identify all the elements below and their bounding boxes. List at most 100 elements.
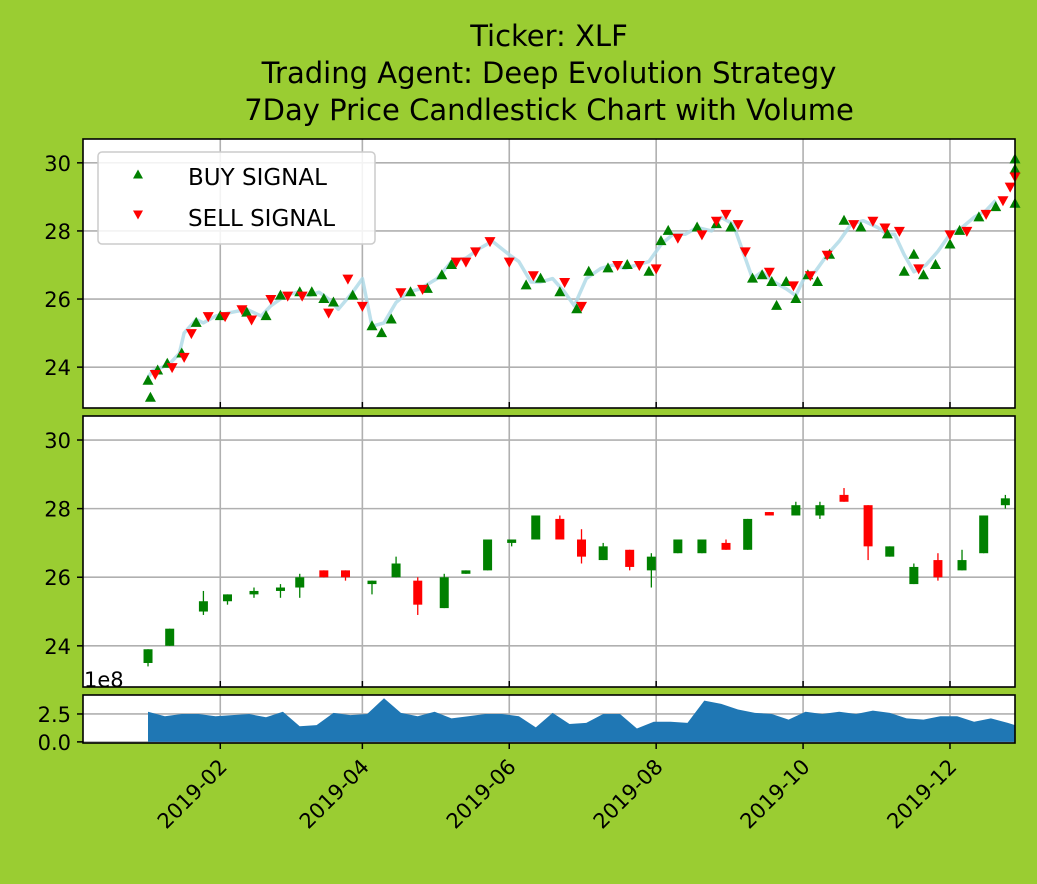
legend-box — [97, 151, 376, 245]
volume-area — [148, 698, 1015, 742]
candle-body — [507, 539, 517, 543]
sell-signal-marker — [848, 220, 860, 231]
sig-y-tick-label: 30 — [44, 152, 71, 176]
sell-signal-marker — [961, 226, 973, 237]
candle-body — [885, 546, 895, 557]
candle-body — [863, 505, 873, 547]
candle-body — [697, 539, 707, 554]
sell-signal-marker — [296, 291, 308, 302]
buy-signal-marker — [908, 248, 920, 259]
buy-signal-marker — [790, 293, 802, 304]
sig-y-tick-label: 24 — [44, 356, 71, 380]
sell-signal-marker — [342, 274, 354, 285]
vol-y-tick-label: 0.0 — [38, 731, 71, 755]
candle-body — [957, 560, 967, 571]
sell-signal-marker — [739, 247, 751, 258]
buy-signal-marker — [385, 313, 397, 324]
buy-signal-marker — [144, 391, 156, 402]
sell-signal-marker — [503, 257, 515, 268]
buy-signal-marker — [838, 214, 850, 225]
sell-signal-marker — [576, 301, 588, 312]
candle-body — [165, 628, 175, 646]
buy-signal-marker — [881, 228, 893, 239]
buy-signal-marker — [621, 258, 633, 269]
chart-title-line-3: 7Day Price Candlestick Chart with Volume — [244, 93, 854, 127]
buy-signal-marker — [520, 279, 532, 290]
sell-signal-marker — [787, 281, 799, 292]
sell-signal-marker — [282, 291, 294, 302]
sell-signal-marker — [821, 250, 833, 261]
buy-signal-marker — [812, 276, 824, 287]
legend: BUY SIGNAL SELL SIGNAL — [97, 151, 376, 245]
can-y-tick-label: 24 — [44, 635, 71, 659]
x-tick-label: 2019-06 — [442, 755, 521, 834]
sell-signal-marker — [879, 223, 891, 234]
legend-buy-marker — [133, 169, 143, 179]
candle-body — [198, 601, 208, 612]
sell-signal-marker — [395, 288, 407, 299]
buy-signal-marker — [554, 286, 566, 297]
x-tick-label: 2019-04 — [295, 755, 374, 834]
x-tick-label: 2019-02 — [153, 755, 232, 834]
sell-signal-marker — [356, 301, 368, 312]
buy-signal-marker — [347, 289, 359, 300]
legend-sell-marker — [133, 210, 143, 220]
sell-signal-marker — [650, 264, 662, 275]
candlestick-panel-background — [83, 416, 1015, 687]
candle-body — [1000, 498, 1010, 506]
candle-body — [646, 556, 656, 571]
sell-signal-marker — [178, 352, 190, 363]
buy-signal-marker — [405, 286, 417, 297]
sell-signal-marker — [732, 220, 744, 231]
legend-sell-label: SELL SIGNAL — [188, 206, 335, 232]
candle-body — [815, 505, 825, 516]
candle-body — [979, 515, 989, 554]
buy-signal-marker — [366, 320, 378, 331]
can-y-tick-label: 30 — [44, 429, 71, 453]
sell-signal-marker — [633, 260, 645, 271]
buy-signal-marker — [990, 201, 1002, 212]
buy-signal-marker — [954, 224, 966, 235]
candle-body — [319, 570, 329, 578]
sell-signal-marker — [696, 230, 708, 241]
x-tick-label: 2019-08 — [589, 755, 668, 834]
sig-panel-frame — [82, 138, 1016, 409]
sell-signal-marker — [265, 295, 277, 306]
candle-body — [839, 494, 849, 502]
sell-signal-marker — [470, 247, 482, 258]
can-panel-frame — [82, 415, 1016, 688]
buy-signal-marker — [662, 224, 674, 235]
sell-signal-marker — [763, 267, 775, 278]
sell-signal-marker — [1004, 182, 1016, 193]
sell-signal-marker — [450, 257, 462, 268]
sell-signal-marker — [893, 226, 905, 237]
candle-body — [367, 580, 377, 585]
candle-body — [577, 539, 587, 557]
candle-body — [391, 563, 401, 578]
sell-signal-marker — [246, 315, 258, 326]
buy-signal-marker — [376, 327, 388, 338]
candle-body — [743, 518, 753, 550]
buy-signal-marker — [241, 306, 253, 317]
sell-signal-marker — [202, 312, 214, 323]
buy-signal-marker — [855, 221, 867, 232]
x-tick-label: 2019-10 — [736, 755, 815, 834]
buy-signal-marker — [780, 276, 792, 287]
candle-body — [222, 594, 232, 602]
candle-body — [275, 587, 285, 591]
sell-signal-marker — [417, 284, 429, 295]
candle-body — [531, 515, 541, 540]
sell-signal-marker — [710, 216, 722, 227]
vol-panel-frame — [82, 694, 1016, 744]
candle-body — [341, 570, 351, 578]
candle-body — [295, 577, 305, 588]
vol-y-tick-label: 2.5 — [38, 703, 71, 727]
buy-signal-marker — [260, 310, 272, 321]
sell-signal-marker — [219, 312, 231, 323]
sell-signal-marker — [460, 257, 472, 268]
candlestick-panel: 24 26 28 30 — [44, 415, 1016, 688]
buy-signal-marker — [535, 272, 547, 283]
sell-signal-marker — [944, 230, 956, 241]
buy-signal-marker — [944, 238, 956, 249]
